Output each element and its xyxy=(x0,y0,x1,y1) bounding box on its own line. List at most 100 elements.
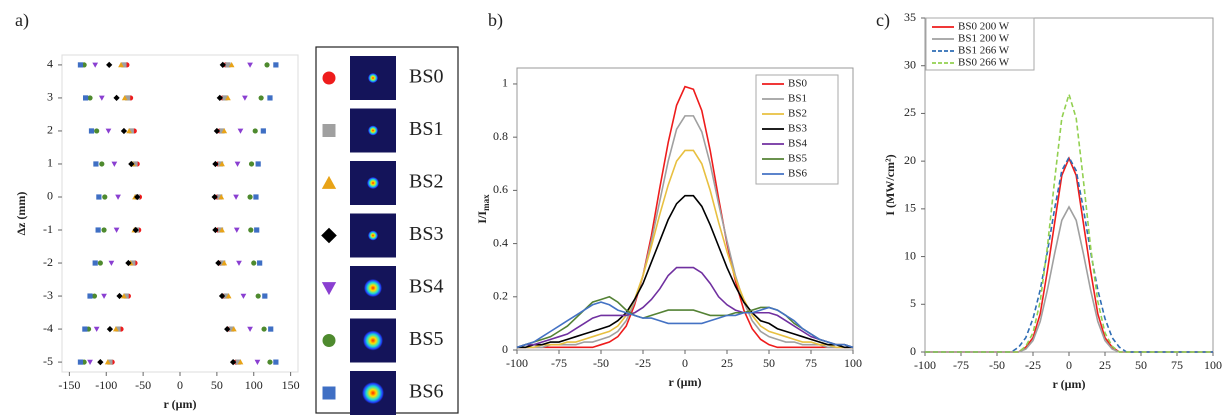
x-tick-label: -100 xyxy=(95,378,117,392)
marker xyxy=(255,161,261,167)
marker xyxy=(253,194,259,200)
marker xyxy=(257,260,263,266)
marker xyxy=(251,260,257,266)
legend-label: BS0 xyxy=(409,66,443,88)
beam-spot xyxy=(363,330,383,351)
x-tick-label: -75 xyxy=(953,358,969,372)
marker xyxy=(216,94,223,102)
marker xyxy=(254,359,261,365)
x-tick-label: 75 xyxy=(805,356,817,370)
line xyxy=(516,301,854,349)
x-tick-label: -50 xyxy=(593,356,609,370)
marker xyxy=(228,62,235,68)
x-tick-label: 0 xyxy=(682,356,688,370)
legend-label: BS4 xyxy=(788,138,807,150)
marker xyxy=(123,293,129,299)
marker xyxy=(229,358,237,366)
x-tick-label: 0 xyxy=(1066,358,1072,372)
marker xyxy=(219,61,226,69)
marker xyxy=(221,260,228,266)
plot-frame xyxy=(61,54,299,373)
marker xyxy=(121,95,128,101)
marker xyxy=(120,127,128,135)
marker xyxy=(260,128,266,134)
marker xyxy=(262,293,268,299)
marker xyxy=(211,193,218,201)
marker xyxy=(115,194,121,200)
marker xyxy=(236,260,242,266)
y-tick-label: 35 xyxy=(904,10,916,24)
marker xyxy=(237,359,244,365)
marker xyxy=(99,161,105,167)
y-axis-label-main: I (MW/cm²) xyxy=(883,154,897,215)
marker xyxy=(105,128,112,134)
legend-marker xyxy=(321,175,337,189)
marker xyxy=(125,95,131,101)
y-tick-label: 5 xyxy=(910,296,916,310)
y-axis-label: I (MW/cm²) xyxy=(883,154,897,215)
y-tick-label: 15 xyxy=(904,201,916,215)
marker xyxy=(106,325,114,333)
marker xyxy=(219,161,225,167)
marker xyxy=(128,160,135,168)
marker xyxy=(229,326,235,332)
line xyxy=(925,155,1213,353)
x-tick-label: -75 xyxy=(551,356,567,370)
legend-label: BS2 xyxy=(788,108,807,120)
x-axis-label: r (μm) xyxy=(669,375,702,389)
x-tick-label: 100 xyxy=(1204,358,1222,372)
marker xyxy=(87,359,93,365)
marker xyxy=(106,61,113,69)
legend-marker xyxy=(322,124,336,137)
marker xyxy=(225,293,232,299)
beam-spot xyxy=(367,177,379,189)
legend-marker xyxy=(322,334,336,347)
x-axis-label: r (μm) xyxy=(1053,377,1086,391)
marker xyxy=(113,227,120,233)
line xyxy=(516,266,854,349)
beam-spot xyxy=(368,230,378,241)
y-axis-label: Δz (mm) xyxy=(14,192,28,236)
legend-label: BS3 xyxy=(409,223,443,245)
marker xyxy=(252,128,258,134)
marker xyxy=(132,226,139,234)
legend-label: BS5 xyxy=(409,328,443,350)
marker xyxy=(273,359,279,365)
marker xyxy=(104,359,111,365)
line xyxy=(925,205,1213,353)
x-tick-label: 25 xyxy=(1099,358,1111,372)
marker xyxy=(235,359,241,365)
panel-label: a) xyxy=(15,10,29,31)
marker xyxy=(108,260,115,266)
marker xyxy=(87,95,93,101)
marker xyxy=(94,128,100,134)
marker xyxy=(101,227,107,233)
marker xyxy=(125,259,132,267)
marker xyxy=(128,128,134,134)
legend-label: BS6 xyxy=(788,168,807,180)
legend-label: BS4 xyxy=(409,276,443,298)
x-tick-label: 50 xyxy=(763,356,775,370)
legend-label: BS1 200 W xyxy=(958,33,1010,45)
x-tick-label: -100 xyxy=(914,358,936,372)
marker xyxy=(93,161,99,167)
y-tick-label: 4 xyxy=(47,57,53,71)
marker xyxy=(112,326,119,332)
legend-marker xyxy=(321,282,337,296)
x-tick-label: -25 xyxy=(1025,358,1041,372)
marker xyxy=(224,325,231,333)
y-tick-label: 20 xyxy=(904,153,916,167)
marker xyxy=(247,194,253,200)
legend-label: BS6 xyxy=(409,381,443,403)
marker xyxy=(273,62,279,68)
panel-label: b) xyxy=(488,10,503,31)
legend-label: BS1 266 W xyxy=(958,45,1010,57)
x-tick-label: -150 xyxy=(58,378,80,392)
x-tick-label: 75 xyxy=(1171,358,1183,372)
marker xyxy=(218,292,226,300)
marker xyxy=(101,293,107,299)
legend-marker xyxy=(322,71,336,85)
y-axis-label-main: I/I xyxy=(475,211,489,224)
legend-label: BS3 xyxy=(788,123,807,135)
